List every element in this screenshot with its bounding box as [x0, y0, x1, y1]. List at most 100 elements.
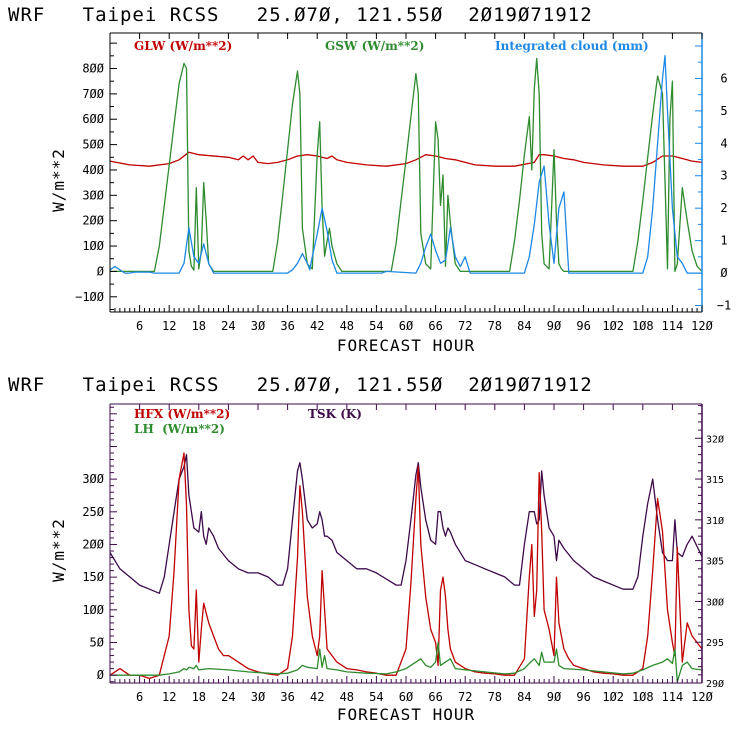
y-tick-label: Ø	[97, 264, 105, 278]
y-tick-label: 15Ø	[82, 570, 104, 584]
x-tick-label: 1Ø2	[602, 319, 624, 333]
legend-glw: GLW (W/m**2)	[134, 39, 232, 53]
x-axis-label: FORECAST HOUR	[337, 705, 475, 724]
y2-tick-labels: 29Ø 295 3ØØ 3Ø5 31Ø 315 32Ø	[706, 433, 724, 690]
x-tick-label: 36	[280, 690, 294, 704]
y-tick-label: 8ØØ	[82, 62, 104, 76]
y2-tick-label: 3ØØ	[706, 596, 724, 608]
series-group	[109, 55, 703, 274]
y2-tick-label: 295	[706, 638, 724, 649]
x-tick-label: 12Ø	[691, 690, 713, 704]
x-tick-label: 54	[369, 319, 383, 333]
y-tick-labels: −1ØØ Ø 1ØØ 2ØØ 3ØØ 4ØØ 5ØØ 6ØØ 7ØØ 8ØØ	[75, 62, 105, 304]
x-tick-label: 96	[576, 690, 590, 704]
series-line-gsw	[110, 57, 703, 273]
y2-tick-label: 5	[720, 104, 727, 118]
x-tick-label: 24	[221, 319, 235, 333]
x-tick-label: 66	[428, 319, 442, 333]
y-tick-label: 2ØØ	[82, 214, 104, 228]
x-axis-label: FORECAST HOUR	[337, 336, 475, 355]
y-tick-label: −1ØØ	[75, 290, 105, 304]
plot-frame	[109, 32, 703, 313]
x-tick-label: 66	[428, 690, 442, 704]
y2-tick-labels: −1 Ø 1 2 3 4 5 6	[717, 71, 731, 312]
panel-fluxes: WRF Taipei RCSS 25.Ø7Ø, 121.55Ø 2Ø19Ø719…	[8, 374, 724, 724]
y2-tick-label: 6	[720, 71, 727, 85]
x-tick-label: 6	[136, 690, 143, 704]
x-tick-label: 48	[340, 690, 354, 704]
legend-tsk: TSK (K)	[308, 407, 362, 421]
x-tick-label: 6Ø	[399, 690, 414, 704]
panel-title: WRF Taipei RCSS 25.Ø7Ø, 121.55Ø 2Ø19Ø719…	[8, 4, 593, 26]
y-tick-label: 1ØØ	[82, 603, 104, 617]
y-tick-label: 3ØØ	[82, 472, 104, 486]
x-tick-label: 18	[192, 319, 206, 333]
x-tick-label: 18	[192, 690, 206, 704]
x-tick-label: 72	[458, 319, 472, 333]
series-line-glw	[109, 151, 703, 167]
y2-tick-label: 3	[720, 169, 727, 183]
y2-tick-label: 2	[720, 201, 727, 215]
x-tick-label: 24	[221, 690, 235, 704]
y2-tick-label: 29Ø	[706, 678, 724, 690]
plot-frame	[109, 403, 703, 684]
series-line-tsk	[109, 453, 703, 594]
panel-title: WRF Taipei RCSS 25.Ø7Ø, 121.55Ø 2Ø19Ø719…	[8, 374, 593, 396]
series-line-lh	[110, 641, 703, 683]
y-tick-label: 2ØØ	[82, 537, 104, 551]
x-tick-label: 96	[576, 319, 590, 333]
x-tick-label: 48	[340, 319, 354, 333]
legend-cloud: Integrated cloud (mm)	[495, 39, 649, 53]
x-tick-label: 6Ø	[399, 319, 414, 333]
series-group	[109, 452, 703, 683]
x-tick-label: 78	[488, 319, 502, 333]
series-line-hfx	[109, 452, 703, 680]
x-tick-label: 12Ø	[691, 319, 713, 333]
x-tick-label: 1Ø8	[632, 690, 654, 704]
x-tick-label: 84	[517, 319, 531, 333]
x-tick-label: 72	[458, 690, 472, 704]
x-tick-labels: 6 12 18 24 3Ø 36 42 48 54 6Ø 66 72 78 84 9Ø 96 1Ø2 1Ø8 114…	[136, 319, 714, 333]
y-tick-label: 3ØØ	[82, 188, 104, 202]
x-tick-label: 42	[310, 319, 324, 333]
x-tick-label: 3Ø	[251, 690, 266, 704]
x-tick-label: 78	[488, 690, 502, 704]
y2-tick-label: 315	[706, 475, 724, 486]
y-tick-label: 5ØØ	[82, 138, 104, 152]
y-axis-label: W/m**2	[49, 148, 68, 212]
y2-tick-label: −1	[717, 299, 731, 313]
y2-tick-label: 31Ø	[706, 515, 724, 527]
y-tick-label: 1ØØ	[82, 239, 104, 253]
legend-lh: LH (W/m**2)	[134, 422, 225, 436]
series-line-integrated	[109, 55, 702, 274]
legend-hfx: HFX (W/m**2)	[134, 407, 230, 421]
x-tick-label: 114	[662, 319, 684, 333]
y-tick-label: 5Ø	[90, 635, 105, 649]
y2-tick-label: 32Ø	[706, 433, 724, 445]
x-tick-label: 3Ø	[251, 319, 266, 333]
x-tick-label: 1Ø2	[602, 690, 624, 704]
y-tick-labels: Ø 5Ø 1ØØ 15Ø 2ØØ 25Ø 3ØØ	[82, 472, 104, 682]
x-tick-label: 9Ø	[547, 319, 562, 333]
y-tick-label: 4ØØ	[82, 163, 104, 177]
y-tick-label: Ø	[97, 668, 105, 682]
x-tick-label: 12	[162, 690, 176, 704]
x-tick-label: 6	[136, 319, 143, 333]
y2-tick-label: 3Ø5	[706, 556, 724, 568]
x-tick-label: 12	[162, 319, 176, 333]
y2-tick-label: 4	[720, 136, 727, 150]
x-tick-label: 9Ø	[547, 690, 562, 704]
panel-radiation: WRF Taipei RCSS 25.Ø7Ø, 121.55Ø 2Ø19Ø719…	[8, 4, 731, 355]
y-tick-label: 25Ø	[82, 505, 104, 519]
x-tick-label: 84	[517, 690, 531, 704]
y2-tick-label: 1	[720, 234, 727, 248]
y-tick-label: 7ØØ	[82, 87, 104, 101]
x-tick-label: 42	[310, 690, 324, 704]
x-tick-label: 114	[662, 690, 684, 704]
y-tick-label: 6ØØ	[82, 112, 104, 126]
legend-gsw: GSW (W/m**2)	[325, 39, 424, 53]
y2-tick-label: Ø	[720, 266, 728, 280]
y-axis-label: W/m**2	[49, 518, 68, 582]
x-tick-labels: 6 12 18 24 3Ø 36 42 48 54 6Ø 66 72 78 84 9Ø 96 1Ø2 1Ø8 114…	[136, 690, 714, 704]
